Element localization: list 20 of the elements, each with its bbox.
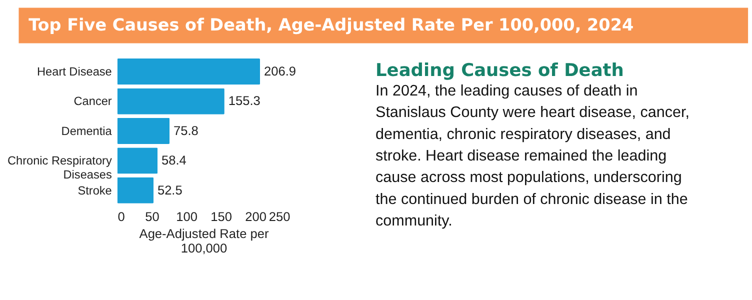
x-tick-label: 50 — [145, 209, 160, 224]
data-label: 206.9 — [264, 64, 296, 79]
data-label: 75.8 — [174, 122, 198, 138]
x-tick-label: 0 — [118, 209, 125, 224]
y-tick-label: Chronic Respiratory Diseases — [7, 154, 112, 182]
x-tick-label: 150 — [210, 209, 232, 224]
y-tick-label: Heart Disease — [37, 64, 112, 79]
x-axis-title: Age-Adjusted Rate per 100,000 — [139, 226, 270, 256]
text: In 2024, the leading causes of death in Stanislaus County were heart disease, cancer, dementia, chronic respiratory diseases, and stroke. Heart disease remained the leading cause across most populations, underscoring the continued burden of chronic disease in the community. — [376, 82, 690, 230]
data-label: 52.5 — [157, 182, 182, 198]
data-label: 155.3 — [228, 93, 260, 108]
data-label: 58.4 — [162, 152, 186, 168]
y-tick-label: Cancer — [74, 94, 112, 108]
x-tick-label: 250 — [268, 209, 290, 224]
x-tick-label: 200 — [245, 209, 266, 224]
text: Leading Causes of Death — [376, 60, 624, 81]
y-tick-label: Dementia — [61, 124, 112, 138]
x-tick-label: 100 — [176, 209, 198, 224]
text: Top Five Causes of Death, Age-Adjusted Rate Per 100,000, 2024 — [28, 14, 634, 34]
y-tick-label: Stroke — [78, 183, 112, 198]
